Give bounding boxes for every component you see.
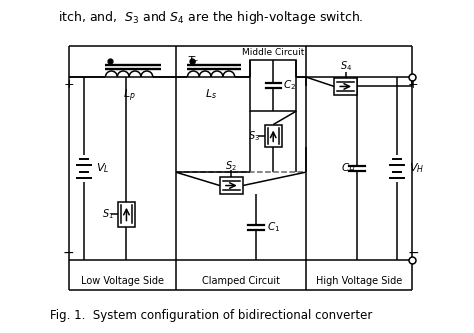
Text: $L_s$: $L_s$ <box>205 88 217 102</box>
Text: Fig. 1.  System configuration of bidirectional converter: Fig. 1. System configuration of bidirect… <box>50 309 373 322</box>
Bar <box>334 78 357 95</box>
Text: Middle Circuit: Middle Circuit <box>242 48 304 57</box>
Text: $C_H$: $C_H$ <box>341 162 355 175</box>
Text: $V_H$: $V_H$ <box>409 162 424 175</box>
Bar <box>265 125 282 148</box>
Text: $C_2$: $C_2$ <box>283 79 296 92</box>
Text: $S_4$: $S_4$ <box>339 60 352 74</box>
Text: +: + <box>63 78 74 91</box>
Text: $S_1$: $S_1$ <box>102 207 113 221</box>
Text: $L_p$: $L_p$ <box>123 88 136 104</box>
Text: Clamped Circuit: Clamped Circuit <box>202 276 280 286</box>
Text: $S_2$: $S_2$ <box>226 159 237 172</box>
Text: Low Voltage Side: Low Voltage Side <box>81 276 164 286</box>
Text: +: + <box>408 78 419 91</box>
Text: −: − <box>63 246 74 260</box>
Text: $T_r$: $T_r$ <box>187 54 200 68</box>
Text: −: − <box>407 246 419 260</box>
Bar <box>118 202 135 226</box>
Text: $V_L$: $V_L$ <box>96 162 109 175</box>
Text: itch, and,  $S_3$ and $S_4$ are the high-voltage switch.: itch, and, $S_3$ and $S_4$ are the high-… <box>58 9 364 26</box>
Text: $C_1$: $C_1$ <box>267 220 280 234</box>
Text: High Voltage Side: High Voltage Side <box>316 276 402 286</box>
Text: $S_3$: $S_3$ <box>248 129 260 143</box>
Bar <box>250 60 296 111</box>
Bar <box>220 177 243 194</box>
